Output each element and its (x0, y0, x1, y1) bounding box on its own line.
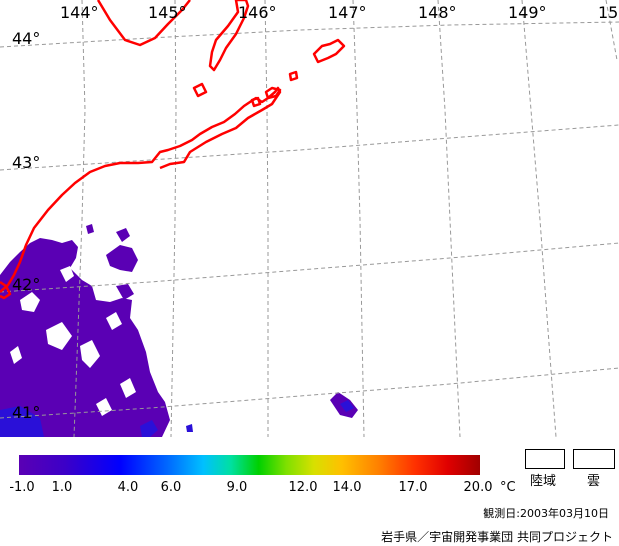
lon-label: 147° (328, 3, 367, 22)
colorbar-tick-label: 9.0 (226, 480, 248, 495)
lat-label: 44° (12, 29, 40, 48)
sst-region-patch (116, 284, 134, 300)
lat-labels: 44° 43° 42° 41° (12, 29, 40, 422)
sst-region-patch (86, 224, 94, 234)
colorbar-tick-label: 1.0 (51, 480, 73, 495)
lon-label: 15 (598, 3, 618, 22)
colorbar-tick-label: -1.0 (9, 480, 35, 495)
sst-region-patch (106, 245, 138, 272)
cloud-legend-swatch (573, 449, 615, 469)
temperature-color-bar (19, 455, 480, 475)
sst-data-layer (0, 224, 358, 437)
sst-map: 144° 145° 146° 147° 148° 149° 15 44° 43°… (0, 0, 619, 437)
colorbar-tick-label: 14.0 (332, 480, 362, 495)
sst-region-patch (116, 228, 130, 242)
lon-label: 148° (418, 3, 457, 22)
lat-label: 42° (12, 275, 40, 294)
colorbar-tick-label: 6.0 (160, 480, 182, 495)
lon-label: 144° (60, 3, 99, 22)
lon-label: 145° (148, 3, 187, 22)
colorbar-unit: °C (500, 480, 516, 495)
lon-label: 149° (508, 3, 547, 22)
cloud-legend-label: 雲 (587, 474, 601, 489)
lat-label: 41° (12, 403, 40, 422)
land-legend-swatch (525, 449, 565, 469)
graticule (0, 0, 619, 437)
colorbar-tick-label: 17.0 (398, 480, 428, 495)
colorbar-tick-label: 4.0 (117, 480, 139, 495)
coastline (0, 0, 346, 300)
land-legend-label: 陸域 (530, 474, 557, 489)
colorbar-tick-label: 20.0 (463, 480, 493, 495)
lat-label: 43° (12, 153, 40, 172)
lon-label: 146° (238, 3, 277, 22)
observation-date: 観測日:2003年03月10日 (483, 507, 609, 520)
lon-labels: 144° 145° 146° 147° 148° 149° 15 (60, 3, 618, 22)
credit-text: 岩手県／宇宙開発事業団 共同プロジェクト (381, 530, 613, 544)
colorbar-tick-label: 12.0 (288, 480, 318, 495)
